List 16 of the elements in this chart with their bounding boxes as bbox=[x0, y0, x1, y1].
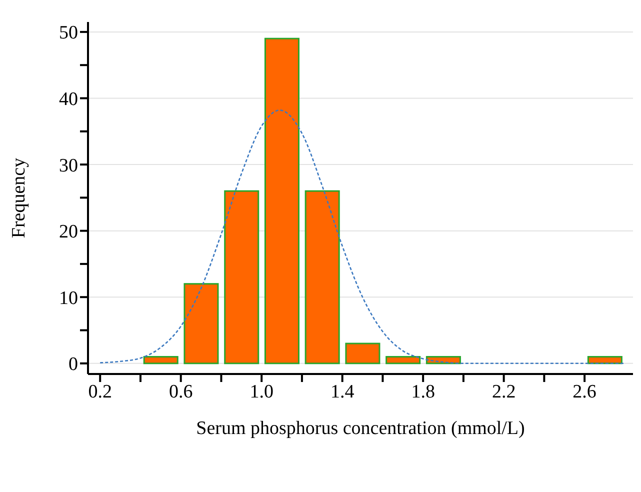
y-tick-label: 30 bbox=[59, 155, 78, 176]
x-tick-label: 2.2 bbox=[492, 381, 516, 402]
y-tick-label: 50 bbox=[59, 22, 78, 44]
x-tick-label: 1.8 bbox=[411, 381, 435, 402]
line-series bbox=[99, 110, 626, 364]
x-axis-title: Serum phosphorus concentration (mmol/L) bbox=[196, 418, 525, 439]
y-tick-label: 10 bbox=[59, 288, 78, 309]
y-tick-label: 20 bbox=[59, 222, 78, 243]
y-axis-title: Frequency bbox=[8, 157, 30, 238]
x-tick-label: 0.6 bbox=[168, 381, 193, 402]
y-tick-label: 40 bbox=[59, 88, 78, 110]
x-tick-label: 1.0 bbox=[250, 381, 274, 402]
x-tick-label: 0.2 bbox=[88, 381, 112, 402]
x-tick-label: 2.6 bbox=[572, 381, 596, 402]
x-tick-label: 1.4 bbox=[330, 381, 355, 402]
y-tick-label: 0 bbox=[68, 354, 78, 376]
